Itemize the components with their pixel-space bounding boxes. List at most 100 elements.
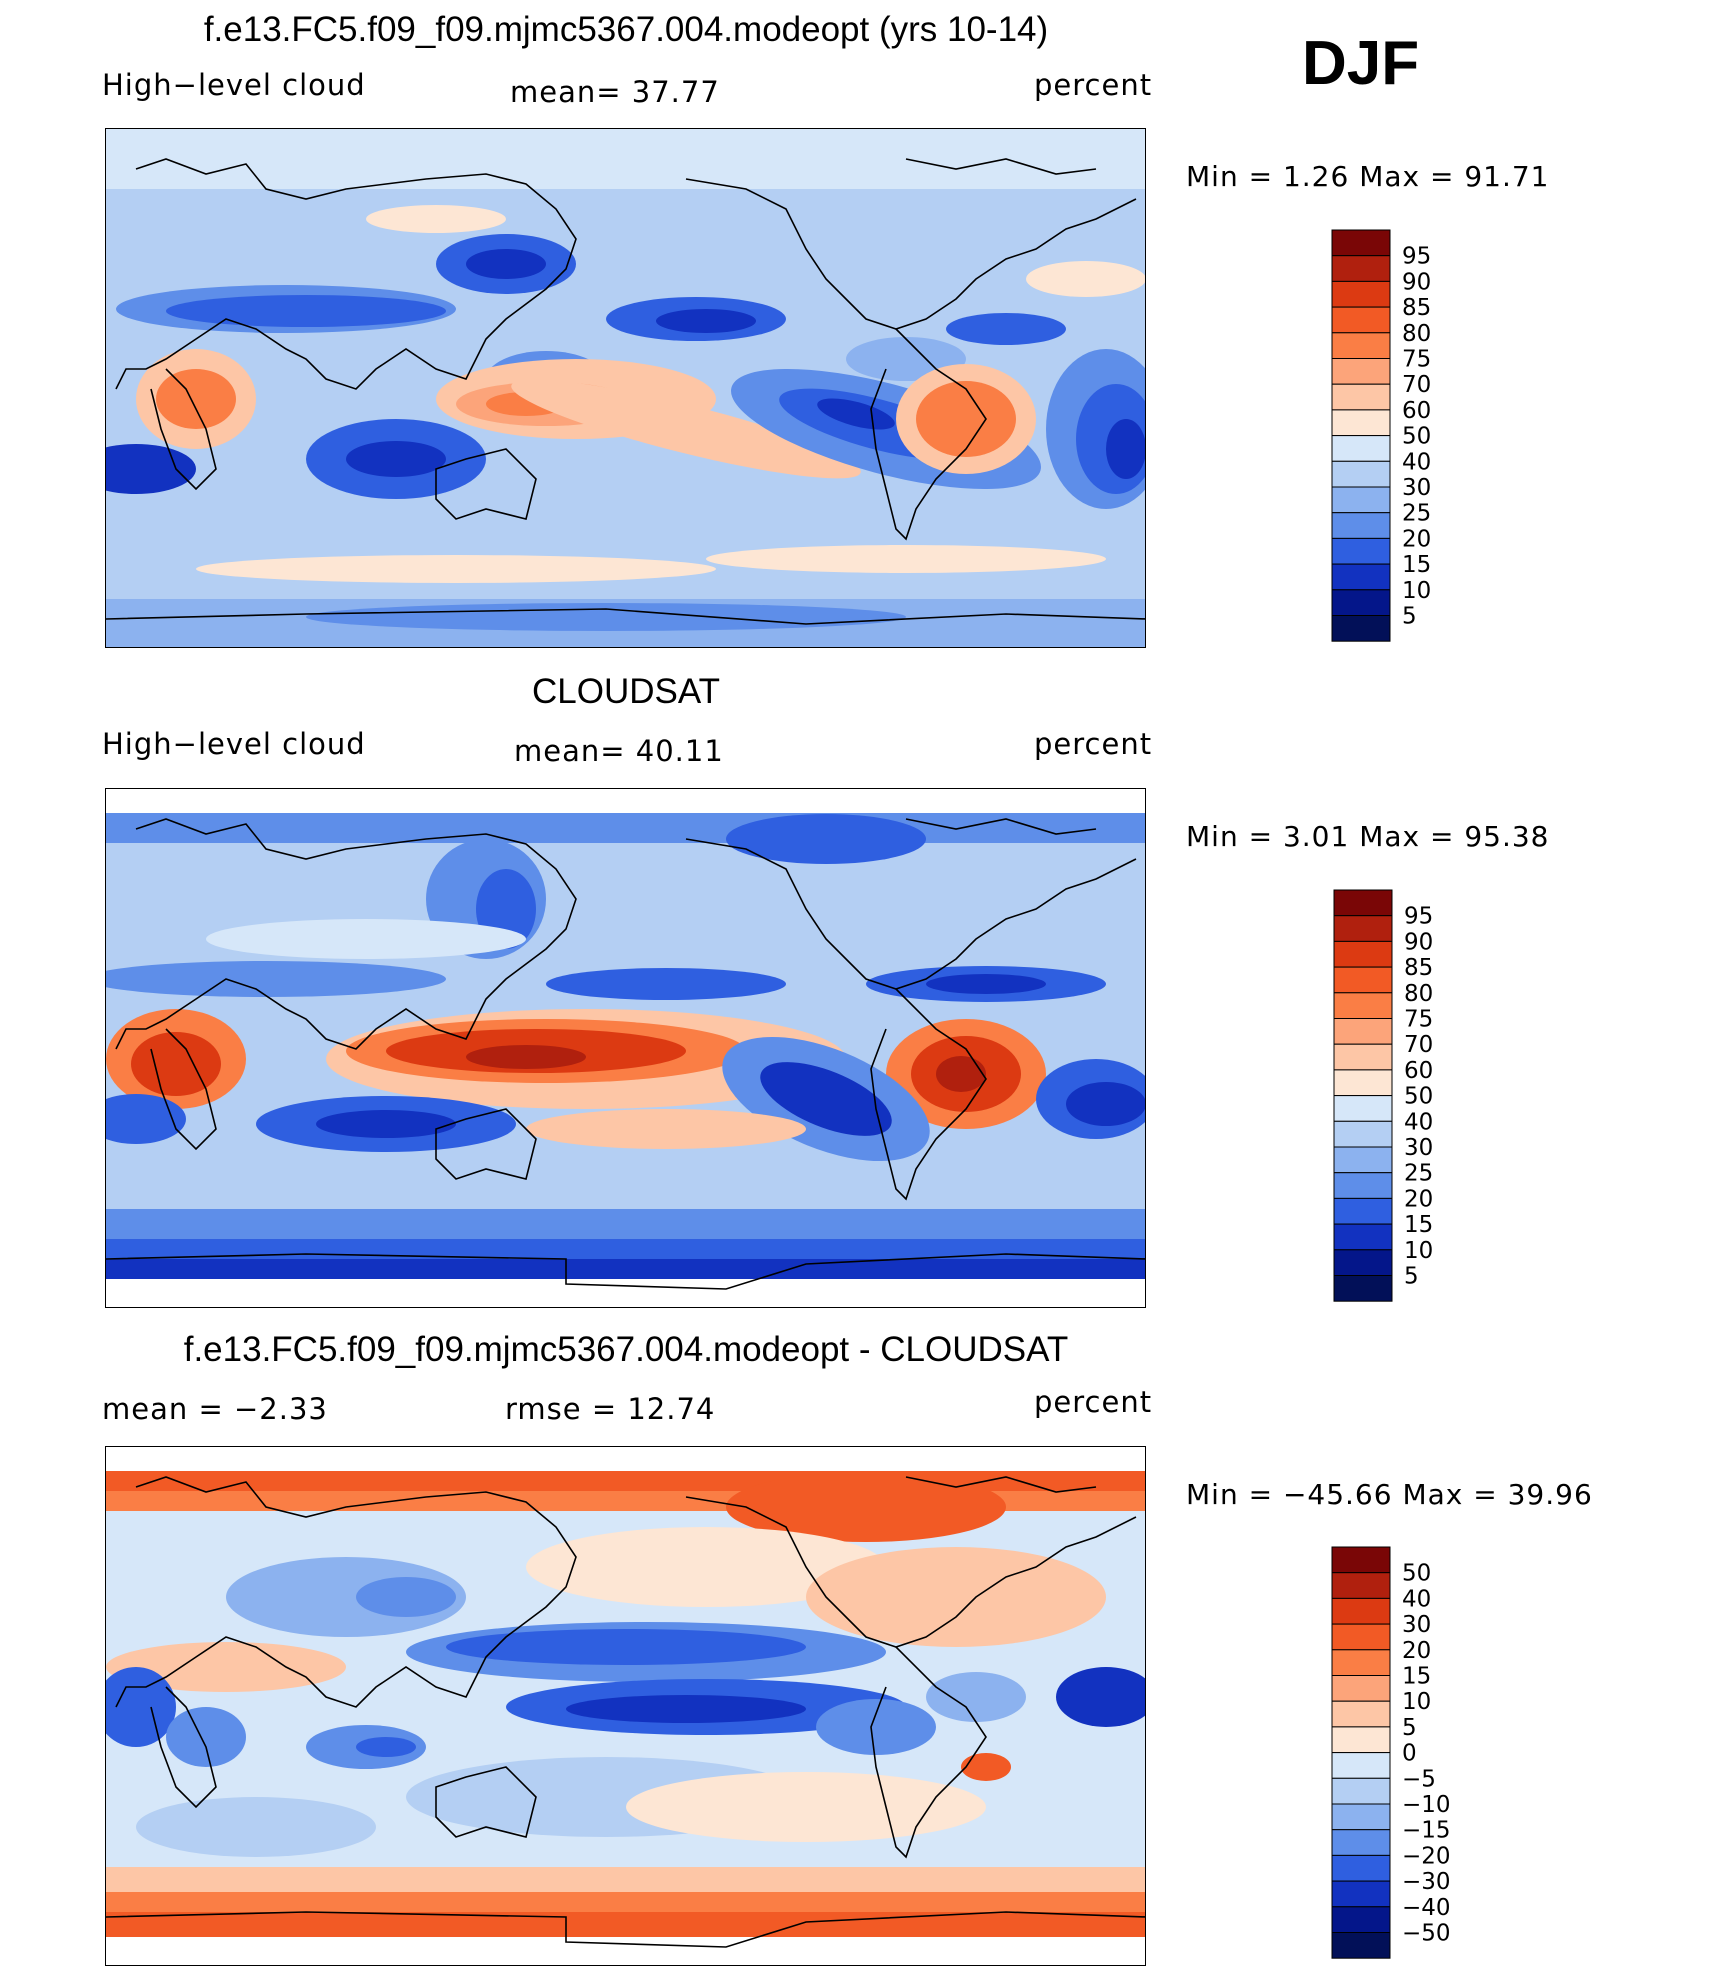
colorbar-swatch xyxy=(1333,966,1393,994)
colorbar-swatch xyxy=(1331,358,1391,385)
panel-title: CLOUDSAT xyxy=(532,672,720,711)
colorbar-swatch xyxy=(1331,615,1391,642)
colorbar-tick-label: 5 xyxy=(1402,1715,1417,1741)
colorbar-swatch xyxy=(1333,940,1393,968)
panel-units-label: percent xyxy=(1034,1385,1153,1419)
colorbar-tick-label: 15 xyxy=(1404,1212,1433,1238)
panel-units-label: percent xyxy=(1034,68,1153,102)
colorbar-model: 95 90 85 80 75 70 60 50 40 30 25 20 15 10 5 xyxy=(1330,228,1480,653)
colorbar-tick-label: 75 xyxy=(1404,1007,1433,1033)
colorbar-tick-label: 0 xyxy=(1402,1741,1417,1767)
panel-variable-label: High−level cloud xyxy=(102,727,366,761)
colorbar-swatch xyxy=(1331,1829,1391,1856)
colorbar-tick-label: −15 xyxy=(1402,1818,1451,1844)
minmax-label: Min = 3.01 Max = 95.38 xyxy=(1186,820,1550,853)
colorbar-obs: 95 90 85 80 75 70 60 50 40 30 25 20 15 10 5 xyxy=(1332,888,1482,1313)
colorbar-swatch xyxy=(1333,1095,1393,1122)
minmax-label: Min = −45.66 Max = 39.96 xyxy=(1186,1478,1593,1511)
season-label: DJF xyxy=(1302,29,1420,98)
colorbar-tick-label: 95 xyxy=(1402,244,1431,270)
colorbar-swatch xyxy=(1331,332,1391,360)
map-panel-model xyxy=(105,128,1146,648)
colorbar-tick-label: 40 xyxy=(1404,1109,1433,1135)
panel-mean-label: mean= 37.77 xyxy=(510,75,720,109)
colorbar-tick-label: 5 xyxy=(1404,1264,1419,1290)
colorbar-swatch xyxy=(1331,1854,1391,1882)
colorbar-tick-label: 10 xyxy=(1402,578,1431,604)
colorbar-tick-label: 80 xyxy=(1404,981,1433,1007)
panel-title: f.e13.FC5.f09_f09.mjmc5367.004.modeopt (… xyxy=(203,10,1049,49)
colorbar-tick-label: 5 xyxy=(1402,604,1417,630)
colorbar-tick-label: 30 xyxy=(1402,1612,1431,1638)
colorbar-swatch xyxy=(1331,563,1391,591)
colorbar-swatch xyxy=(1331,486,1391,514)
colorbar-swatch xyxy=(1331,1700,1391,1728)
colorbar-swatch xyxy=(1331,1546,1391,1574)
colorbar-tick-label: 50 xyxy=(1402,1561,1431,1587)
colorbar-swatch xyxy=(1333,1146,1393,1174)
colorbar-swatch xyxy=(1331,435,1391,462)
colorbar-tick-label: 90 xyxy=(1404,929,1433,955)
colorbar-tick-label: 70 xyxy=(1402,372,1431,398)
colorbar-tick-label: 40 xyxy=(1402,1586,1431,1612)
minmax-label: Min = 1.26 Max = 91.71 xyxy=(1186,160,1550,193)
colorbar-swatch xyxy=(1331,1649,1391,1677)
map-panel-obs xyxy=(105,788,1146,1308)
colorbar-tick-label: 25 xyxy=(1402,501,1431,527)
colorbar-tick-label: 15 xyxy=(1402,552,1431,578)
colorbar-tick-label: −20 xyxy=(1402,1843,1451,1869)
colorbar-tick-label: 80 xyxy=(1402,321,1431,347)
colorbar-tick-label: −5 xyxy=(1402,1766,1436,1792)
colorbar-swatch xyxy=(1333,1223,1393,1251)
colorbar-swatch xyxy=(1331,512,1391,539)
heatmap-obs xyxy=(106,789,1145,1307)
colorbar-swatch xyxy=(1333,889,1393,917)
panel-mean-label: mean= 40.11 xyxy=(514,734,724,768)
colorbar-tick-label: 30 xyxy=(1404,1135,1433,1161)
colorbar-tick-label: 10 xyxy=(1402,1689,1431,1715)
panel-rmse-label: rmse = 12.74 xyxy=(505,1392,716,1426)
colorbar-swatch xyxy=(1331,1880,1391,1908)
colorbar-swatch xyxy=(1331,460,1391,488)
colorbar-swatch xyxy=(1333,1172,1393,1199)
panel-mean-label: mean = −2.33 xyxy=(102,1392,328,1426)
colorbar-tick-label: 20 xyxy=(1404,1186,1433,1212)
colorbar-swatch xyxy=(1331,537,1391,565)
colorbar-swatch xyxy=(1331,1572,1391,1599)
colorbar-swatch xyxy=(1331,255,1391,282)
colorbar-diff: 50 40 30 20 15 10 5 0 −5 −10 −15 −20 −30 −40 −50 xyxy=(1330,1545,1480,1970)
colorbar-swatch xyxy=(1333,1069,1393,1097)
colorbar-tick-label: 30 xyxy=(1402,475,1431,501)
colorbar-tick-label: 50 xyxy=(1402,424,1431,450)
colorbar-swatch xyxy=(1331,589,1391,616)
colorbar-swatch xyxy=(1331,1777,1391,1805)
colorbar-swatch xyxy=(1331,1932,1391,1959)
colorbar-swatch xyxy=(1331,1623,1391,1651)
colorbar-swatch xyxy=(1333,992,1393,1020)
panel-units-label: percent xyxy=(1034,727,1153,761)
panel-title: f.e13.FC5.f09_f09.mjmc5367.004.modeopt -… xyxy=(183,1330,1069,1369)
colorbar-swatch xyxy=(1331,1597,1391,1625)
colorbar-tick-label: 60 xyxy=(1404,1058,1433,1084)
colorbar-tick-label: −30 xyxy=(1402,1869,1451,1895)
colorbar-tick-label: 90 xyxy=(1402,269,1431,295)
colorbar-tick-label: 85 xyxy=(1402,295,1431,321)
colorbar-swatch xyxy=(1331,306,1391,334)
colorbar-tick-label: 50 xyxy=(1404,1084,1433,1110)
colorbar-swatch xyxy=(1331,383,1391,411)
colorbar-tick-label: 60 xyxy=(1402,398,1431,424)
panel-variable-label: High−level cloud xyxy=(102,68,366,102)
colorbar-tick-label: −50 xyxy=(1402,1921,1451,1947)
heatmap-diff xyxy=(106,1447,1145,1965)
colorbar-swatch xyxy=(1331,1752,1391,1779)
colorbar-tick-label: 40 xyxy=(1402,449,1431,475)
colorbar-tick-label: 85 xyxy=(1404,955,1433,981)
colorbar-tick-label: 20 xyxy=(1402,1638,1431,1664)
colorbar-swatch xyxy=(1333,1275,1393,1302)
colorbar-tick-label: 70 xyxy=(1404,1032,1433,1058)
map-panel-diff xyxy=(105,1446,1146,1966)
colorbar-swatch xyxy=(1331,1726,1391,1754)
